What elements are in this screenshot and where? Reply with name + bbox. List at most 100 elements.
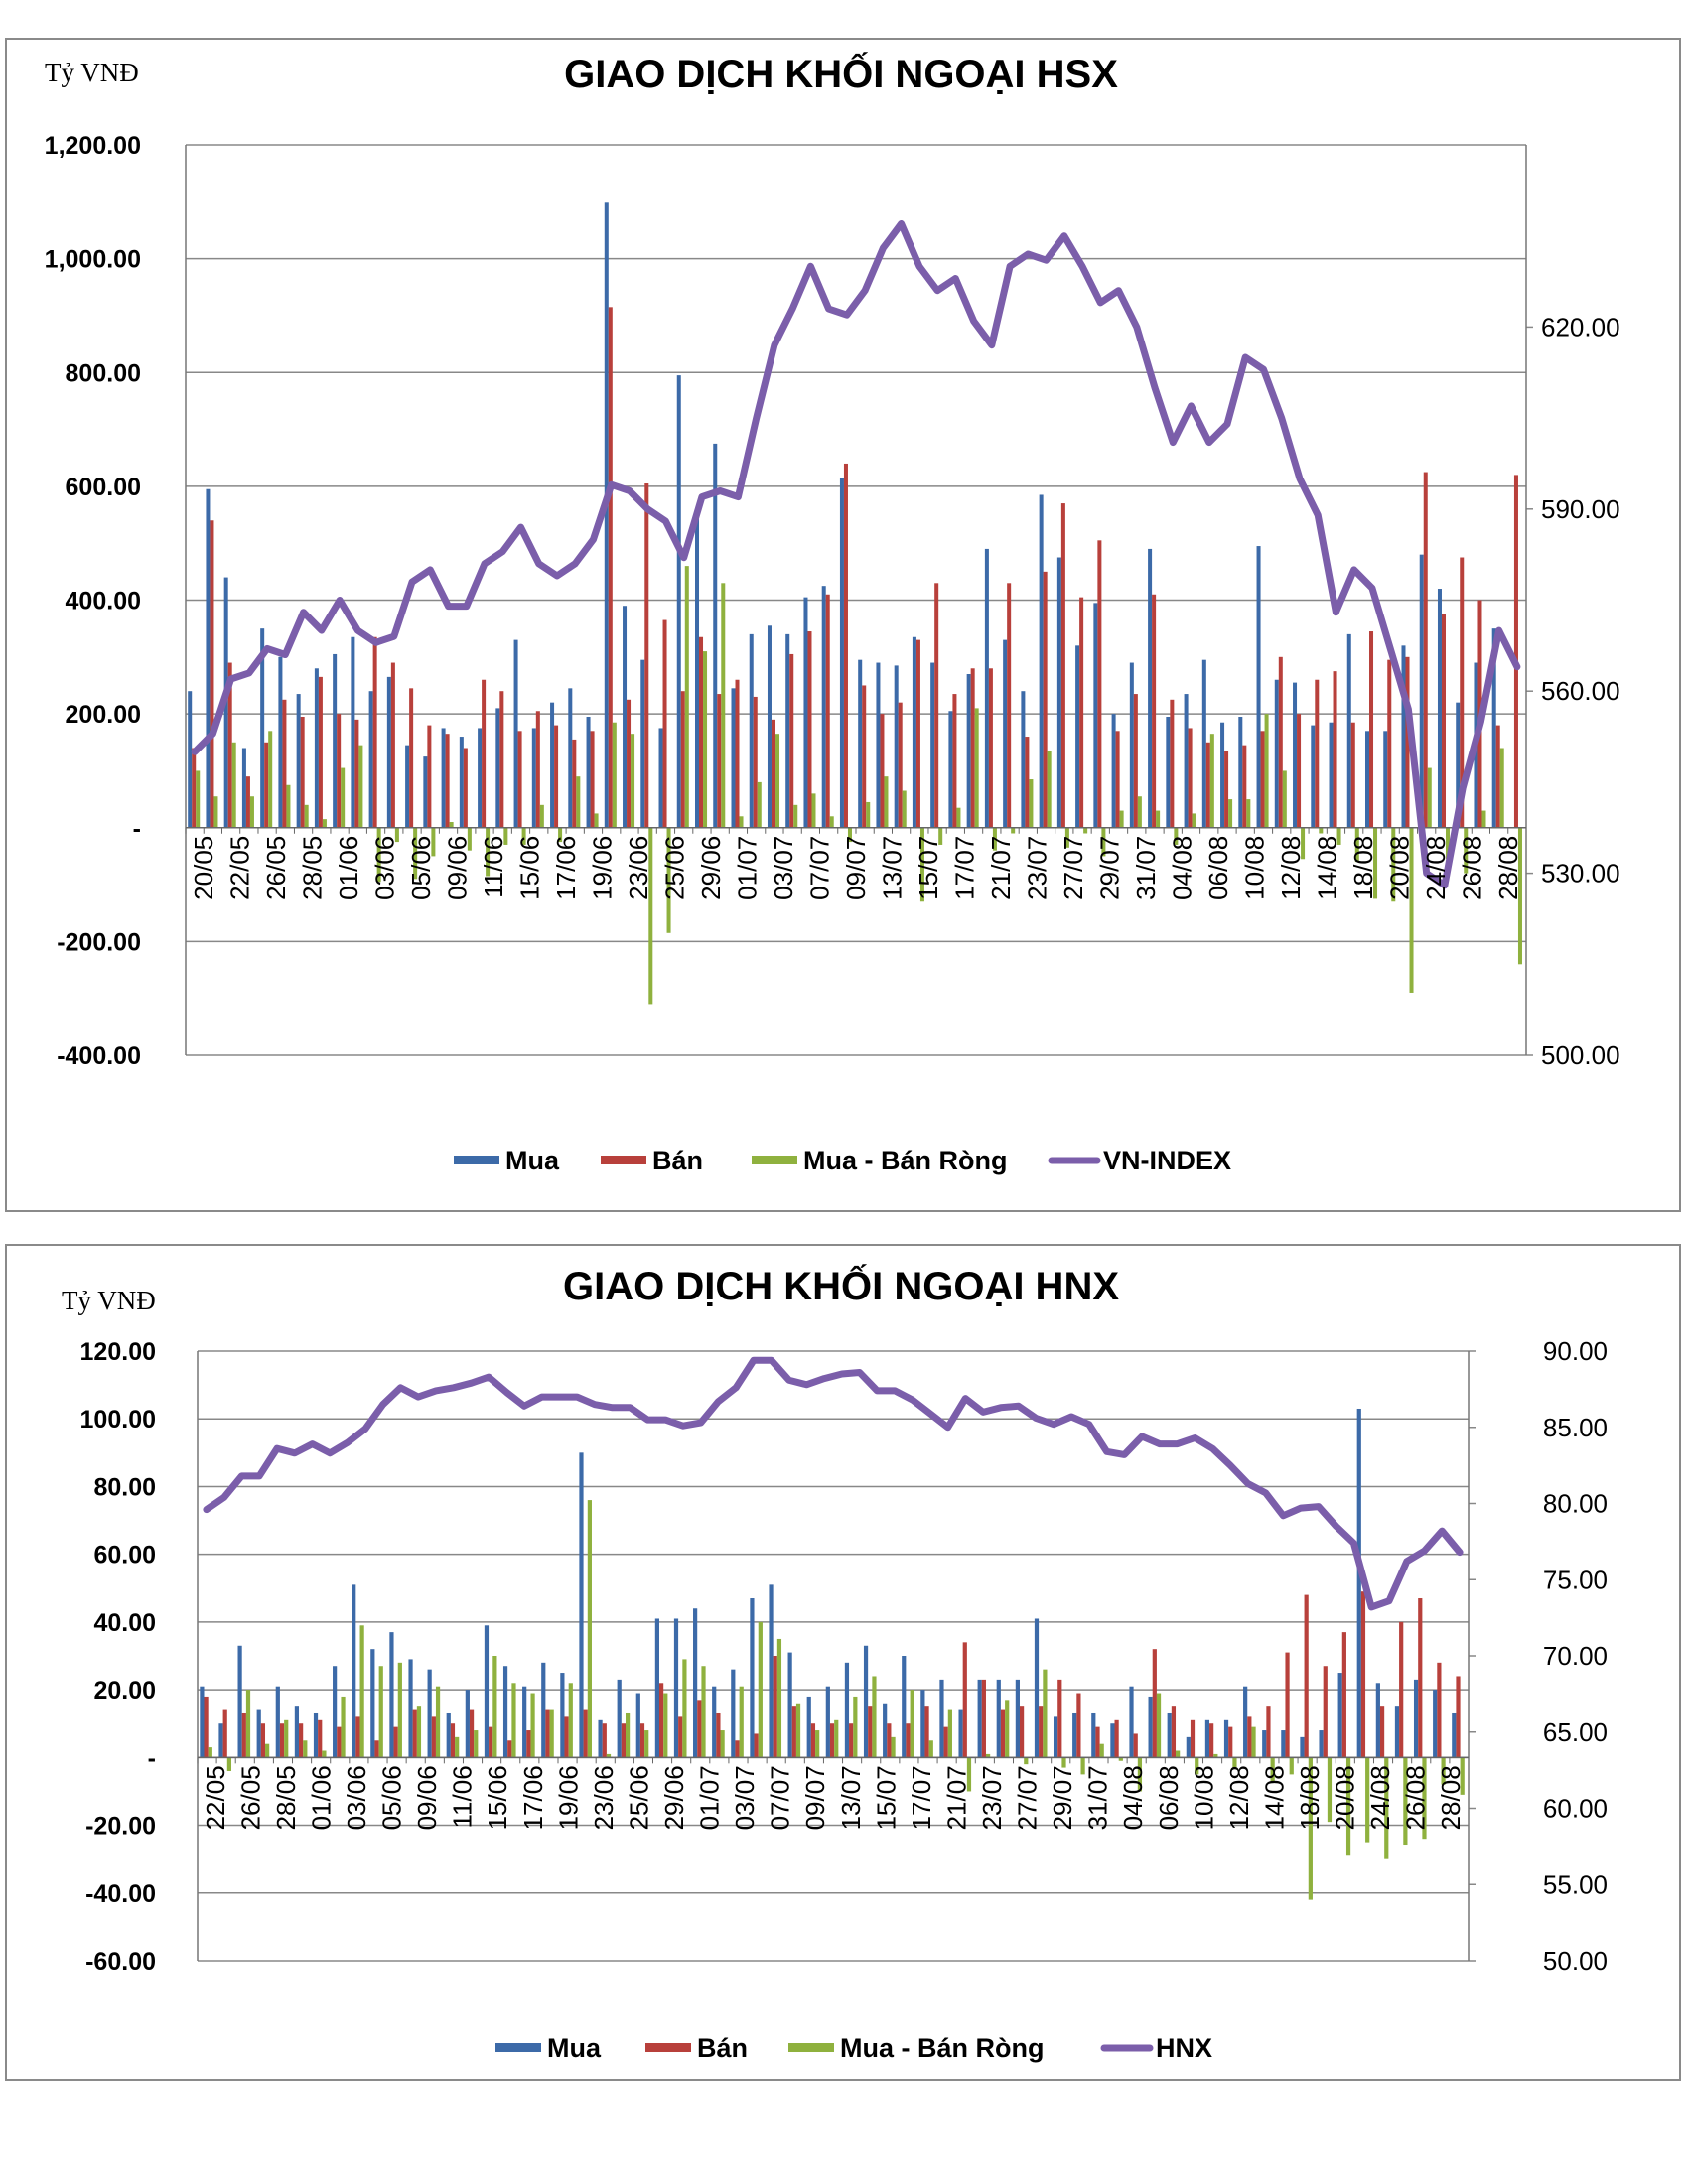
- bar-rong: [1228, 799, 1233, 828]
- x-tick-label: 26/08: [1457, 836, 1486, 900]
- bar-rong: [1061, 1757, 1066, 1768]
- bar-mua: [495, 708, 500, 828]
- x-tick-label: 17/07: [907, 1765, 936, 1830]
- bar-mua: [1491, 628, 1496, 828]
- bar-ban: [1460, 557, 1465, 828]
- x-tick-label: 05/06: [406, 836, 436, 900]
- bar-ban: [1115, 731, 1120, 828]
- bar-ban: [1039, 1706, 1044, 1758]
- bar-ban: [1369, 631, 1374, 828]
- bar-rong: [1119, 810, 1124, 828]
- x-tick-label: 01/06: [306, 1765, 336, 1830]
- y-left-tick-label: 60.00: [93, 1542, 156, 1570]
- x-tick-label: 29/07: [1094, 836, 1124, 900]
- bar-mua: [237, 1645, 242, 1758]
- bar-mua: [550, 702, 555, 828]
- bar-mua: [459, 737, 464, 828]
- bar-ban: [572, 739, 577, 828]
- bar-rong: [1336, 827, 1341, 845]
- bar-mua: [389, 1632, 394, 1758]
- bar-ban: [517, 731, 522, 828]
- bar-ban: [678, 1716, 683, 1758]
- bar-ban: [934, 583, 939, 828]
- bar-rong: [568, 1683, 573, 1758]
- bar-ban: [1333, 671, 1337, 828]
- bar-ban: [1437, 1662, 1442, 1758]
- bar-ban: [887, 1723, 892, 1758]
- bar-mua: [977, 1679, 982, 1758]
- bar-ban: [1513, 475, 1518, 828]
- bar-mua: [821, 586, 826, 828]
- bar-mua: [1021, 691, 1026, 828]
- bar-ban: [450, 1723, 456, 1758]
- bar-ban: [227, 662, 232, 828]
- bar-rong: [612, 722, 617, 828]
- y-right-tick-label: 560.00: [1541, 676, 1620, 706]
- y-right-tick-label: 70.00: [1543, 1641, 1608, 1671]
- y-left-tick-label: -20.00: [85, 1813, 156, 1841]
- bar-mua: [958, 1709, 963, 1758]
- bar-rong: [1156, 1693, 1162, 1758]
- x-tick-label: 13/07: [836, 1765, 866, 1830]
- bar-rong: [231, 742, 236, 828]
- bar-ban: [482, 679, 487, 828]
- bar-ban: [204, 1696, 209, 1758]
- bar-rong: [703, 651, 708, 828]
- bar-mua: [1365, 731, 1370, 828]
- bar-ban: [564, 1716, 569, 1758]
- bar-mua: [405, 745, 410, 828]
- bar-mua: [635, 1693, 640, 1758]
- bar-ban: [300, 716, 305, 828]
- bar-mua: [1456, 702, 1461, 828]
- bar-rong: [701, 1666, 706, 1758]
- x-tick-label: 20/08: [1331, 1765, 1360, 1830]
- bar-rong: [721, 583, 726, 828]
- x-tick-label: 26/08: [1401, 1765, 1431, 1830]
- bar-mua: [598, 1719, 603, 1758]
- x-tick-label: 14/08: [1259, 1765, 1289, 1830]
- bar-rong: [1043, 1669, 1048, 1758]
- bar-ban: [245, 776, 250, 828]
- bar-rong: [376, 827, 381, 883]
- index-line: [191, 220, 1521, 889]
- bar-mua: [902, 1656, 907, 1758]
- bar-ban: [1076, 1693, 1081, 1758]
- bar-mua: [408, 1659, 413, 1758]
- x-tick-label: 10/08: [1189, 1765, 1218, 1830]
- bar-rong: [1345, 1757, 1351, 1856]
- bar-rong: [304, 804, 309, 828]
- legend-label: Mua - Bán Ròng: [803, 1146, 1007, 1175]
- bar-mua: [966, 674, 971, 828]
- x-tick-label: 03/07: [769, 836, 798, 900]
- bar-rong: [919, 827, 924, 902]
- bar-mua: [1034, 1618, 1040, 1758]
- x-tick-label: 24/08: [1421, 836, 1451, 900]
- bar-rong: [776, 1638, 782, 1758]
- bar-ban: [862, 685, 867, 828]
- bar-ban: [299, 1723, 304, 1758]
- x-tick-label: 23/06: [624, 836, 653, 900]
- bar-ban: [880, 714, 885, 828]
- bar-rong: [834, 1719, 839, 1758]
- bar-ban: [554, 725, 559, 828]
- bar-rong: [956, 807, 961, 828]
- hnx-chart-title: GIAO DỊCH KHỐI NGOẠI HNX: [563, 1263, 1119, 1308]
- bar-rong: [992, 827, 997, 851]
- bar-ban: [318, 1719, 323, 1758]
- bar-mua: [1311, 725, 1316, 828]
- bar-rong: [1354, 827, 1359, 863]
- x-tick-label: 03/06: [370, 836, 400, 900]
- bar-rong: [795, 1703, 801, 1758]
- bar-ban: [1285, 1652, 1290, 1758]
- bar-rong: [378, 1666, 383, 1758]
- bar-ban: [1247, 1716, 1252, 1758]
- bar-ban: [1260, 731, 1265, 828]
- bar-rong: [1373, 827, 1378, 899]
- bar-mua: [839, 478, 844, 828]
- bar-ban: [906, 1723, 911, 1758]
- y-left-tick-label: 20.00: [93, 1677, 156, 1705]
- bar-mua: [693, 1608, 698, 1758]
- y-left-tick-label: -400.00: [57, 1042, 141, 1070]
- bar-mua: [579, 1452, 584, 1758]
- bar-mua: [568, 688, 573, 828]
